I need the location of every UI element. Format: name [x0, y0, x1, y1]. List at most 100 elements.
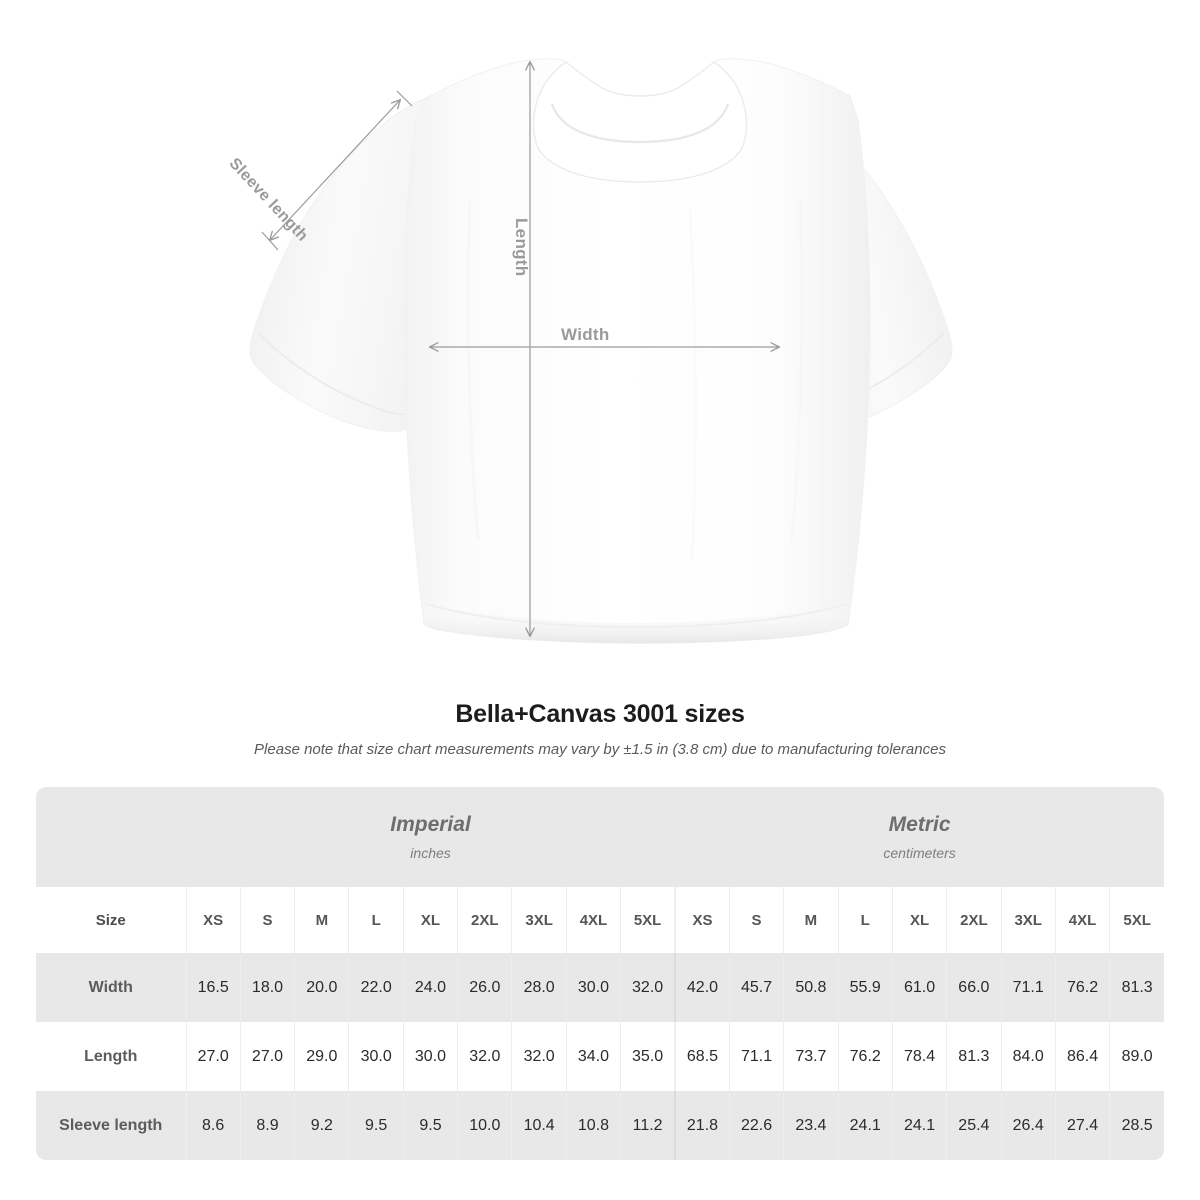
tshirt-illustration: Sleeve length Length Width: [225, 58, 953, 644]
size-table-container: Imperial inches Metric centimeters Size …: [36, 787, 1165, 1160]
cell-width-imperial-4xl: 30.0: [565, 953, 621, 1022]
cell-length-metric-3xl: 84.0: [1000, 1022, 1056, 1091]
cell-width-imperial-2xl: 26.0: [457, 953, 512, 1022]
sleeve-length-dimension-line: [261, 90, 413, 251]
size-header-row: Size XS S M L XL 2XL 3XL 4XL 5XL XS S M …: [36, 887, 1165, 953]
cell-length-imperial-m: 29.0: [294, 1022, 349, 1091]
cell-length-metric-5xl: 89.0: [1109, 1022, 1165, 1091]
cell-length-imperial-2xl: 32.0: [457, 1022, 512, 1091]
table-row: Length 27.0 27.0 29.0 30.0 30.0 32.0 32.…: [36, 1022, 1165, 1091]
cell-sleeve-metric-2xl: 25.4: [946, 1091, 1002, 1160]
cell-length-metric-xl: 78.4: [891, 1022, 947, 1091]
cell-length-metric-m: 73.7: [783, 1022, 839, 1091]
cell-sleeve-metric-m: 23.4: [783, 1091, 839, 1160]
cell-length-imperial-3xl: 32.0: [511, 1022, 567, 1091]
cell-length-metric-4xl: 86.4: [1054, 1022, 1110, 1091]
size-col-metric-5xl: 5XL: [1109, 887, 1165, 953]
cell-sleeve-metric-s: 22.6: [728, 1091, 784, 1160]
size-col-metric-3xl: 3XL: [1000, 887, 1056, 953]
size-col-imperial-xl: XL: [402, 887, 458, 953]
size-col-metric-2xl: 2XL: [946, 887, 1002, 953]
cell-length-metric-2xl: 81.3: [946, 1022, 1002, 1091]
size-col-metric-m: M: [783, 887, 839, 953]
cell-width-metric-m: 50.8: [783, 953, 839, 1022]
size-col-imperial-2xl: 2XL: [457, 887, 512, 953]
cell-width-imperial-m: 20.0: [294, 953, 349, 1022]
table-row: Sleeve length 8.6 8.9 9.2 9.5 9.5 10.0 1…: [36, 1091, 1165, 1160]
cell-width-metric-5xl: 81.3: [1109, 953, 1165, 1022]
cell-length-metric-l: 76.2: [837, 1022, 893, 1091]
cell-width-imperial-l: 22.0: [348, 953, 404, 1022]
cell-sleeve-imperial-4xl: 10.8: [565, 1091, 621, 1160]
size-col-imperial-l: L: [348, 887, 404, 953]
unit-sub-metric: centimeters: [883, 845, 956, 862]
cell-length-metric-xs: 68.5: [674, 1022, 730, 1091]
cell-length-imperial-xl: 30.0: [402, 1022, 458, 1091]
row-label-length: Length: [36, 1022, 186, 1091]
tolerance-note: Please note that size chart measurements…: [254, 741, 946, 758]
cell-length-imperial-5xl: 35.0: [620, 1022, 676, 1091]
cell-length-metric-s: 71.1: [728, 1022, 784, 1091]
cell-sleeve-imperial-xs: 8.6: [185, 1091, 241, 1160]
cell-width-metric-4xl: 76.2: [1054, 953, 1110, 1022]
row-label-sleeve-length: Sleeve length: [36, 1091, 186, 1160]
cell-sleeve-metric-l: 24.1: [837, 1091, 893, 1160]
cell-sleeve-imperial-s: 8.9: [239, 1091, 295, 1160]
unit-name-imperial: Imperial: [390, 812, 471, 836]
cell-sleeve-imperial-2xl: 10.0: [457, 1091, 512, 1160]
unit-sub-imperial: inches: [410, 845, 451, 862]
cell-width-metric-3xl: 71.1: [1000, 953, 1056, 1022]
cell-sleeve-metric-xl: 24.1: [891, 1091, 947, 1160]
unit-header-spacer: [36, 787, 186, 887]
cell-sleeve-imperial-5xl: 11.2: [620, 1091, 676, 1160]
unit-name-metric: Metric: [888, 812, 951, 836]
cell-sleeve-imperial-xl: 9.5: [402, 1091, 458, 1160]
tshirt-diagram-svg: [249, 58, 953, 644]
cell-sleeve-metric-5xl: 28.5: [1109, 1091, 1165, 1160]
size-col-metric-4xl: 4XL: [1054, 887, 1110, 953]
title-block: Bella+Canvas 3001 sizes Please note that…: [0, 700, 1200, 758]
cell-width-imperial-5xl: 32.0: [620, 953, 676, 1022]
cell-width-imperial-3xl: 28.0: [511, 953, 567, 1022]
size-col-imperial-xs: XS: [185, 887, 241, 953]
size-col-metric-s: S: [728, 887, 784, 953]
page-title: Bella+Canvas 3001 sizes: [455, 700, 745, 728]
cell-width-metric-l: 55.9: [837, 953, 893, 1022]
cell-sleeve-metric-4xl: 27.4: [1054, 1091, 1110, 1160]
size-col-metric-l: L: [837, 887, 893, 953]
size-col-imperial-5xl: 5XL: [620, 887, 676, 953]
cell-sleeve-imperial-3xl: 10.4: [511, 1091, 567, 1160]
size-col-metric-xl: XL: [891, 887, 947, 953]
unit-header-imperial: Imperial inches: [186, 787, 676, 887]
size-col-imperial-m: M: [294, 887, 349, 953]
table-row: Width 16.5 18.0 20.0 22.0 24.0 26.0 28.0…: [36, 953, 1165, 1022]
cell-length-imperial-l: 30.0: [348, 1022, 404, 1091]
unit-header-row: Imperial inches Metric centimeters: [36, 787, 1165, 887]
cell-width-imperial-xl: 24.0: [402, 953, 458, 1022]
length-label: Length: [512, 218, 531, 277]
unit-header-metric: Metric centimeters: [675, 787, 1165, 887]
cell-sleeve-metric-xs: 21.8: [674, 1091, 730, 1160]
size-col-imperial-4xl: 4XL: [565, 887, 621, 953]
cell-sleeve-imperial-l: 9.5: [348, 1091, 404, 1160]
cell-length-imperial-s: 27.0: [239, 1022, 295, 1091]
fabric-folds: [466, 199, 804, 561]
cell-width-metric-2xl: 66.0: [946, 953, 1002, 1022]
size-header-label: Size: [36, 887, 186, 953]
cell-width-imperial-s: 18.0: [239, 953, 295, 1022]
cell-width-metric-s: 45.7: [728, 953, 784, 1022]
collar-shape: [532, 61, 748, 183]
size-table: Imperial inches Metric centimeters Size …: [36, 787, 1165, 1160]
cell-width-imperial-xs: 16.5: [185, 953, 241, 1022]
cell-width-metric-xl: 61.0: [891, 953, 947, 1022]
size-col-imperial-3xl: 3XL: [511, 887, 567, 953]
cell-sleeve-metric-3xl: 26.4: [1000, 1091, 1056, 1160]
width-label: Width: [561, 325, 610, 344]
cell-length-imperial-4xl: 34.0: [565, 1022, 621, 1091]
size-col-imperial-s: S: [239, 887, 295, 953]
row-label-width: Width: [36, 953, 186, 1022]
cell-sleeve-imperial-m: 9.2: [294, 1091, 349, 1160]
cell-width-metric-xs: 42.0: [674, 953, 730, 1022]
size-col-metric-xs: XS: [674, 887, 730, 953]
